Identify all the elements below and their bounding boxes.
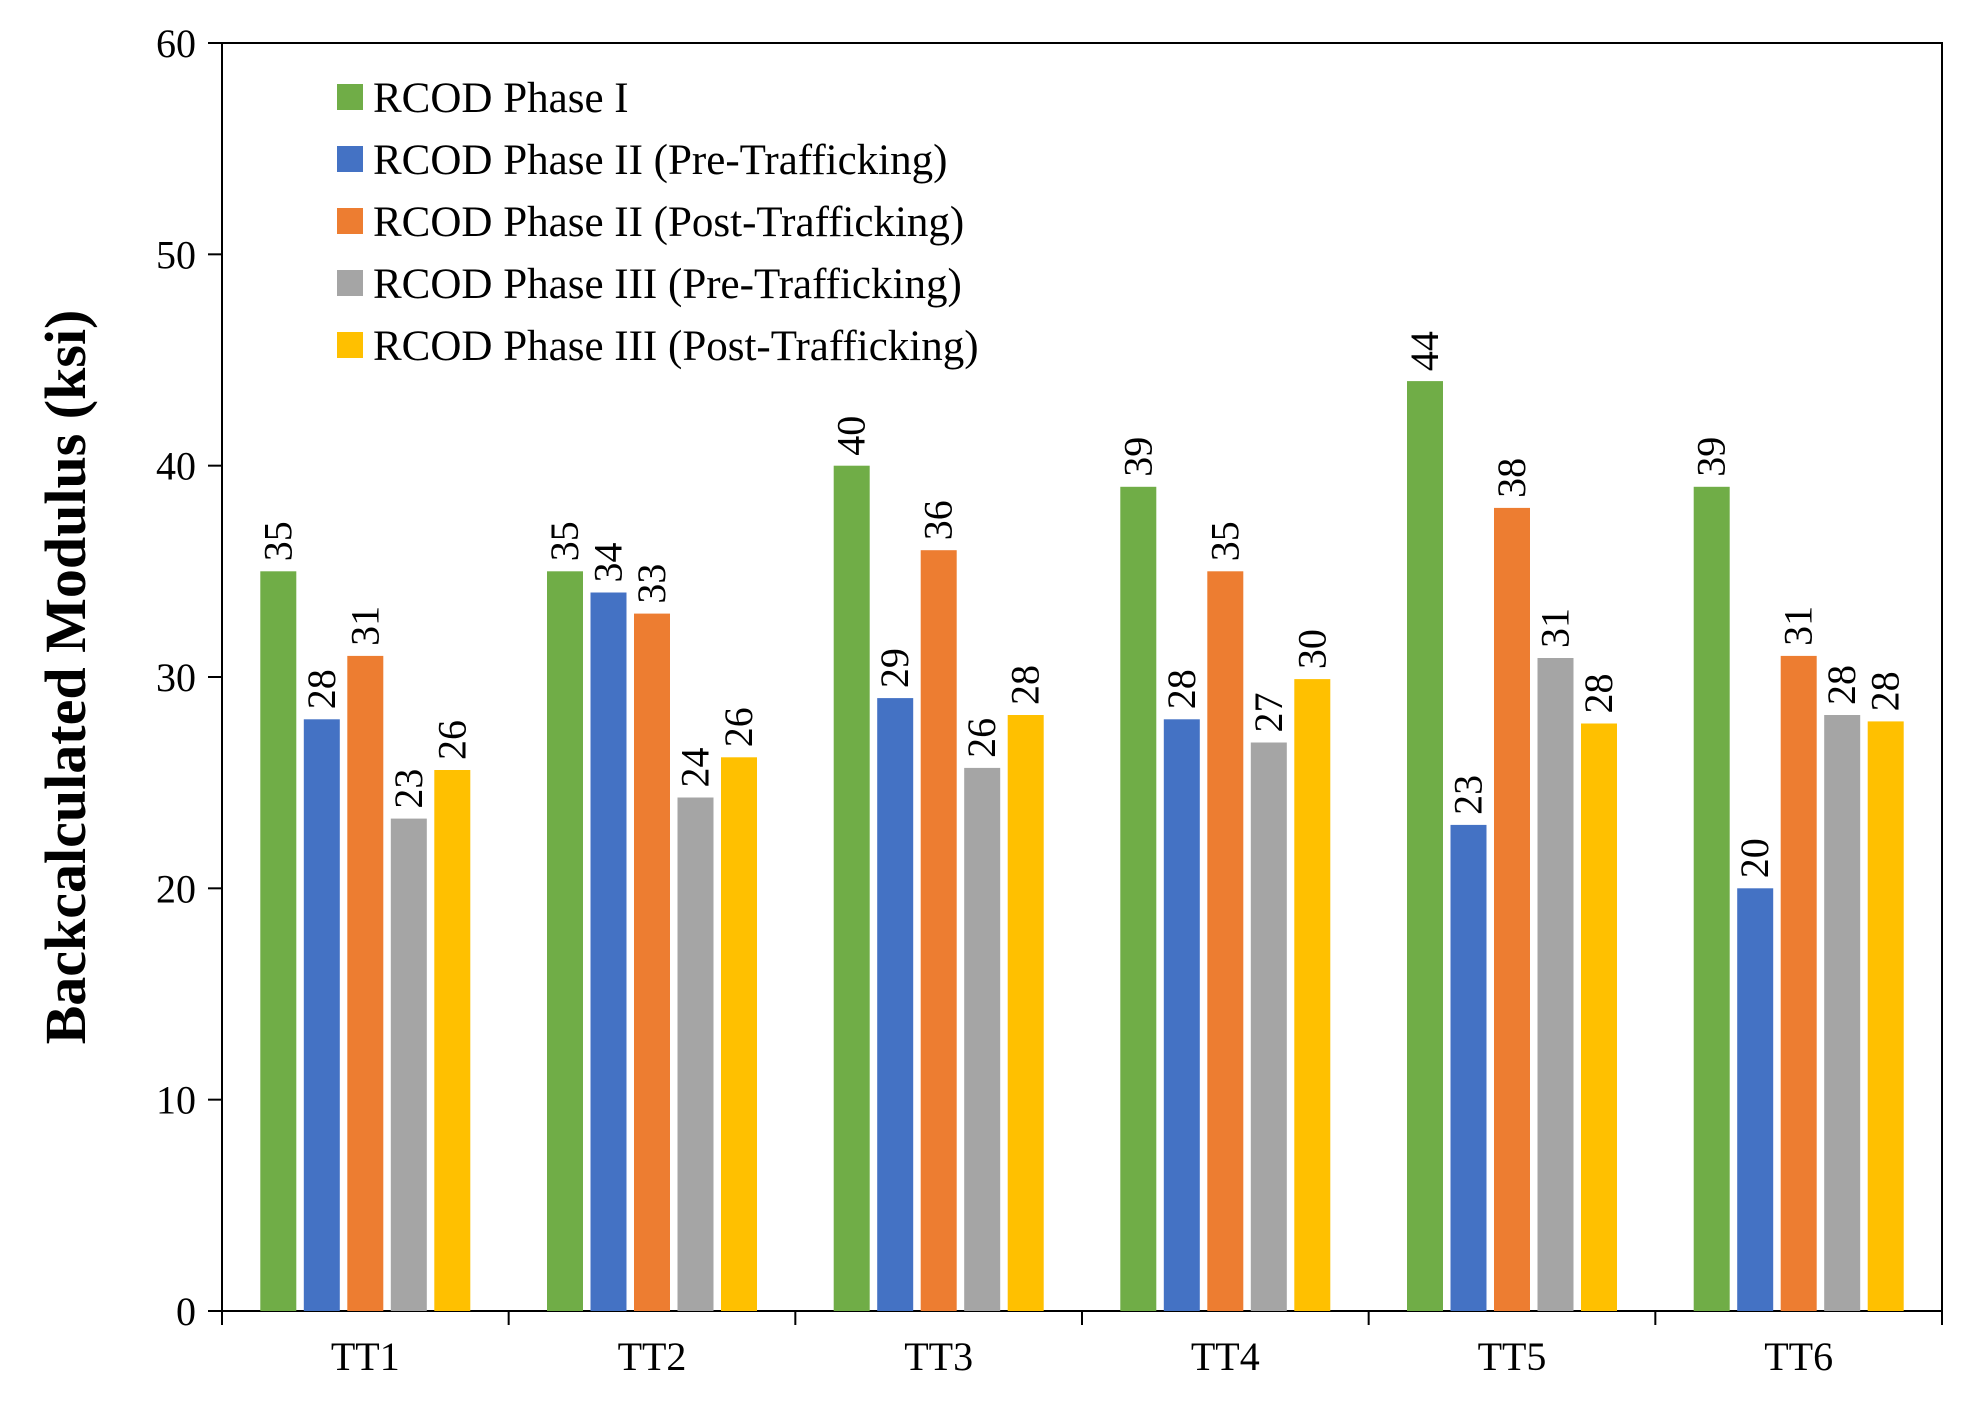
legend-swatch-series-2 xyxy=(337,146,363,172)
legend-label-series-2: RCOD Phase II (Pre-Trafficking) xyxy=(373,137,947,184)
bar-tt2-series-3 xyxy=(634,613,670,1311)
y-axis-title: Backcalculated Modulus (ksi) xyxy=(33,310,98,1045)
legend-label-series-1: RCOD Phase I xyxy=(373,75,629,122)
bar-tt4-series-2 xyxy=(1163,719,1200,1311)
x-tick-label-tt2: TT2 xyxy=(618,1334,687,1379)
bar-tt4-series-5 xyxy=(1294,679,1331,1311)
x-tick-label-tt5: TT5 xyxy=(1478,1334,1547,1379)
data-label-tt4-series-2: 28 xyxy=(1159,669,1204,709)
legend-swatch-series-5 xyxy=(337,332,363,358)
legend-label-series-3: RCOD Phase II (Post-Trafficking) xyxy=(373,199,964,246)
y-axis: 0 10 20 30 40 50 60 xyxy=(156,21,222,1334)
bar-tt5-series-1 xyxy=(1407,381,1443,1312)
data-label-tt6-series-3: 31 xyxy=(1776,606,1821,646)
bar-tt6-series-5 xyxy=(1867,721,1904,1311)
data-label-tt1-series-2: 28 xyxy=(299,669,344,709)
y-tick-label-30: 30 xyxy=(156,655,196,700)
bar-tt5-series-4 xyxy=(1537,658,1574,1311)
data-label-tt5-series-4: 31 xyxy=(1533,608,1578,648)
bar-tt3-series-1 xyxy=(833,465,870,1311)
data-label-tt1-series-1: 35 xyxy=(255,521,300,561)
bar-tt1-series-3 xyxy=(347,655,384,1311)
data-label-tt3-series-1: 40 xyxy=(829,416,874,456)
data-label-tt4-series-3: 35 xyxy=(1202,521,1247,561)
x-tick-label-tt1: TT1 xyxy=(331,1334,400,1379)
y-tick-label-60: 60 xyxy=(156,21,196,66)
data-label-tt2-series-4: 24 xyxy=(673,748,718,788)
legend-label-series-5: RCOD Phase III (Post-Trafficking) xyxy=(373,323,979,370)
data-label-tt6-series-1: 39 xyxy=(1689,437,1734,477)
y-tick-label-40: 40 xyxy=(156,444,196,489)
data-label-tt1-series-4: 23 xyxy=(386,769,431,809)
data-label-tt5-series-2: 23 xyxy=(1446,775,1491,815)
bar-tt6-series-3 xyxy=(1780,655,1817,1311)
data-label-tt1-series-3: 31 xyxy=(342,606,387,646)
data-label-tt2-series-1: 35 xyxy=(542,521,587,561)
bar-tt6-series-4 xyxy=(1824,715,1861,1311)
bar-tt1-series-4 xyxy=(390,818,427,1311)
bar-tt5-series-2 xyxy=(1450,824,1487,1311)
data-label-tt5-series-3: 38 xyxy=(1489,458,1534,498)
legend-swatch-series-3 xyxy=(337,208,363,234)
data-label-tt3-series-2: 29 xyxy=(872,648,917,688)
data-label-tt3-series-5: 28 xyxy=(1003,665,1048,705)
data-label-tt6-series-5: 28 xyxy=(1863,671,1908,711)
bar-tt3-series-2 xyxy=(877,698,914,1311)
bar-tt2-series-4 xyxy=(677,797,714,1311)
data-label-tt3-series-3: 36 xyxy=(916,500,961,540)
bar-tt1-series-1 xyxy=(260,571,297,1311)
data-label-tt6-series-2: 20 xyxy=(1732,838,1777,878)
data-label-tt2-series-3: 33 xyxy=(629,564,674,604)
data-label-tt4-series-1: 39 xyxy=(1115,437,1160,477)
data-label-tt5-series-1: 44 xyxy=(1402,331,1447,371)
y-tick-label-0: 0 xyxy=(176,1289,196,1334)
bar-tt5-series-3 xyxy=(1494,507,1530,1311)
legend: RCOD Phase I RCOD Phase II (Pre-Trafficki… xyxy=(337,75,979,370)
x-tick-label-tt4: TT4 xyxy=(1191,1334,1260,1379)
bar-tt1-series-2 xyxy=(303,719,340,1311)
data-label-tt5-series-5: 28 xyxy=(1576,674,1621,714)
bar-tt2-series-5 xyxy=(721,757,757,1311)
bar-tt2-series-1 xyxy=(547,571,583,1311)
y-tick-label-50: 50 xyxy=(156,232,196,277)
bar-tt1-series-5 xyxy=(434,770,471,1311)
data-label-tt2-series-5: 26 xyxy=(716,707,761,747)
bar-tt6-series-2 xyxy=(1737,888,1774,1311)
bar-tt3-series-3 xyxy=(920,550,957,1311)
data-label-tt1-series-5: 26 xyxy=(429,720,474,760)
bar-tt4-series-1 xyxy=(1120,486,1157,1311)
legend-swatch-series-4 xyxy=(337,270,363,296)
legend-swatch-series-1 xyxy=(337,84,363,110)
x-tick-label-tt3: TT3 xyxy=(904,1334,973,1379)
bar-tt3-series-5 xyxy=(1007,715,1044,1311)
data-label-tt4-series-5: 30 xyxy=(1289,629,1334,669)
data-label-tt6-series-4: 28 xyxy=(1819,665,1864,705)
data-label-tt3-series-4: 26 xyxy=(959,718,1004,758)
bar-tt4-series-4 xyxy=(1250,742,1287,1311)
bar-tt4-series-3 xyxy=(1207,571,1244,1311)
data-label-tt2-series-2: 34 xyxy=(586,543,631,583)
data-label-tt4-series-4: 27 xyxy=(1246,693,1291,733)
x-axis: TT1 TT2 TT3 TT4 TT5 TT6 xyxy=(221,1311,1943,1379)
x-tick-label-tt6: TT6 xyxy=(1764,1334,1833,1379)
bar-tt3-series-4 xyxy=(964,767,1001,1311)
legend-label-series-4: RCOD Phase III (Pre-Trafficking) xyxy=(373,261,962,308)
bar-tt5-series-5 xyxy=(1581,723,1617,1311)
bar-tt2-series-2 xyxy=(590,592,627,1311)
y-tick-label-20: 20 xyxy=(156,866,196,911)
y-tick-label-10: 10 xyxy=(156,1078,196,1123)
data-labels-group: 35 35 40 39 44 39 28 34 29 28 23 20 31 33 36 35 38 31 23 24… xyxy=(255,331,1907,878)
bar-tt6-series-1 xyxy=(1693,486,1730,1311)
bars-group xyxy=(260,381,1904,1312)
